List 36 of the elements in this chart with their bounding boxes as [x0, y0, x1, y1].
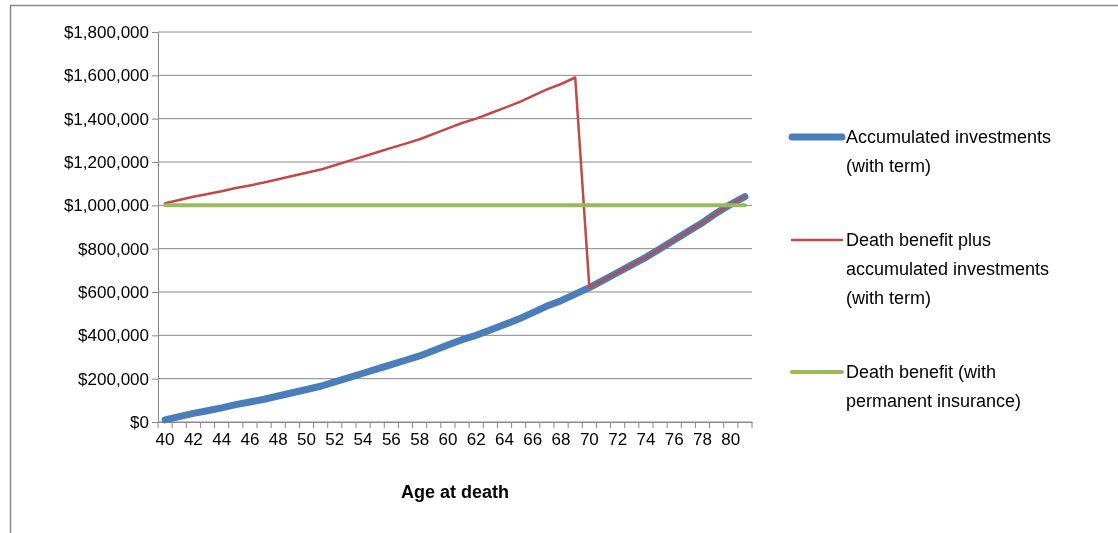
x-tick-label: 66: [523, 430, 543, 450]
x-tick-label: 42: [183, 430, 203, 450]
x-tick-label: 70: [579, 430, 599, 450]
y-tick-label: $0: [130, 412, 149, 432]
line-series: [163, 76, 747, 289]
x-axis-title: Age at death: [400, 482, 510, 502]
x-tick-label: 64: [495, 430, 514, 450]
x-tick-label: 56: [381, 430, 401, 450]
x-tick-label: 72: [608, 430, 628, 450]
x-tick-label: 48: [268, 430, 288, 450]
x-tick-label: 74: [636, 430, 656, 450]
legend-label: Death benefit plus accumulated investments (with term): [846, 230, 1050, 308]
y-tick-label: $1,800,000: [63, 22, 149, 42]
legend-label: Accumulated investments (with term): [846, 127, 1052, 176]
x-tick-label: 46: [240, 430, 260, 450]
y-tick-label: $400,000: [78, 326, 149, 346]
x-tick-label: 62: [466, 430, 486, 450]
x-tick-label: 40: [155, 430, 175, 450]
x-tick-label: 52: [325, 430, 345, 450]
x-tick-label: 78: [693, 430, 712, 450]
x-tick-label: 60: [438, 430, 458, 450]
x-tick-label: 76: [664, 430, 684, 450]
x-tick-label: 80: [721, 430, 741, 450]
x-tick-label: 50: [297, 430, 316, 450]
y-tick-label: $800,000: [78, 239, 149, 259]
y-tick-label: $1,600,000: [63, 66, 149, 86]
x-tick-label: 44: [212, 430, 232, 450]
legend-label: Death benefit (with permanent insurance): [846, 362, 1022, 411]
x-tick-label: 68: [551, 430, 571, 450]
y-tick-label: $1,400,000: [63, 109, 149, 129]
x-tick-label: 58: [410, 430, 430, 450]
x-tick-label: 54: [353, 430, 373, 450]
y-tick-label: $1,000,000: [63, 196, 149, 216]
y-tick-label: $200,000: [78, 369, 149, 389]
y-tick-label: $1,200,000: [63, 152, 149, 172]
y-tick-label: $600,000: [78, 282, 149, 302]
